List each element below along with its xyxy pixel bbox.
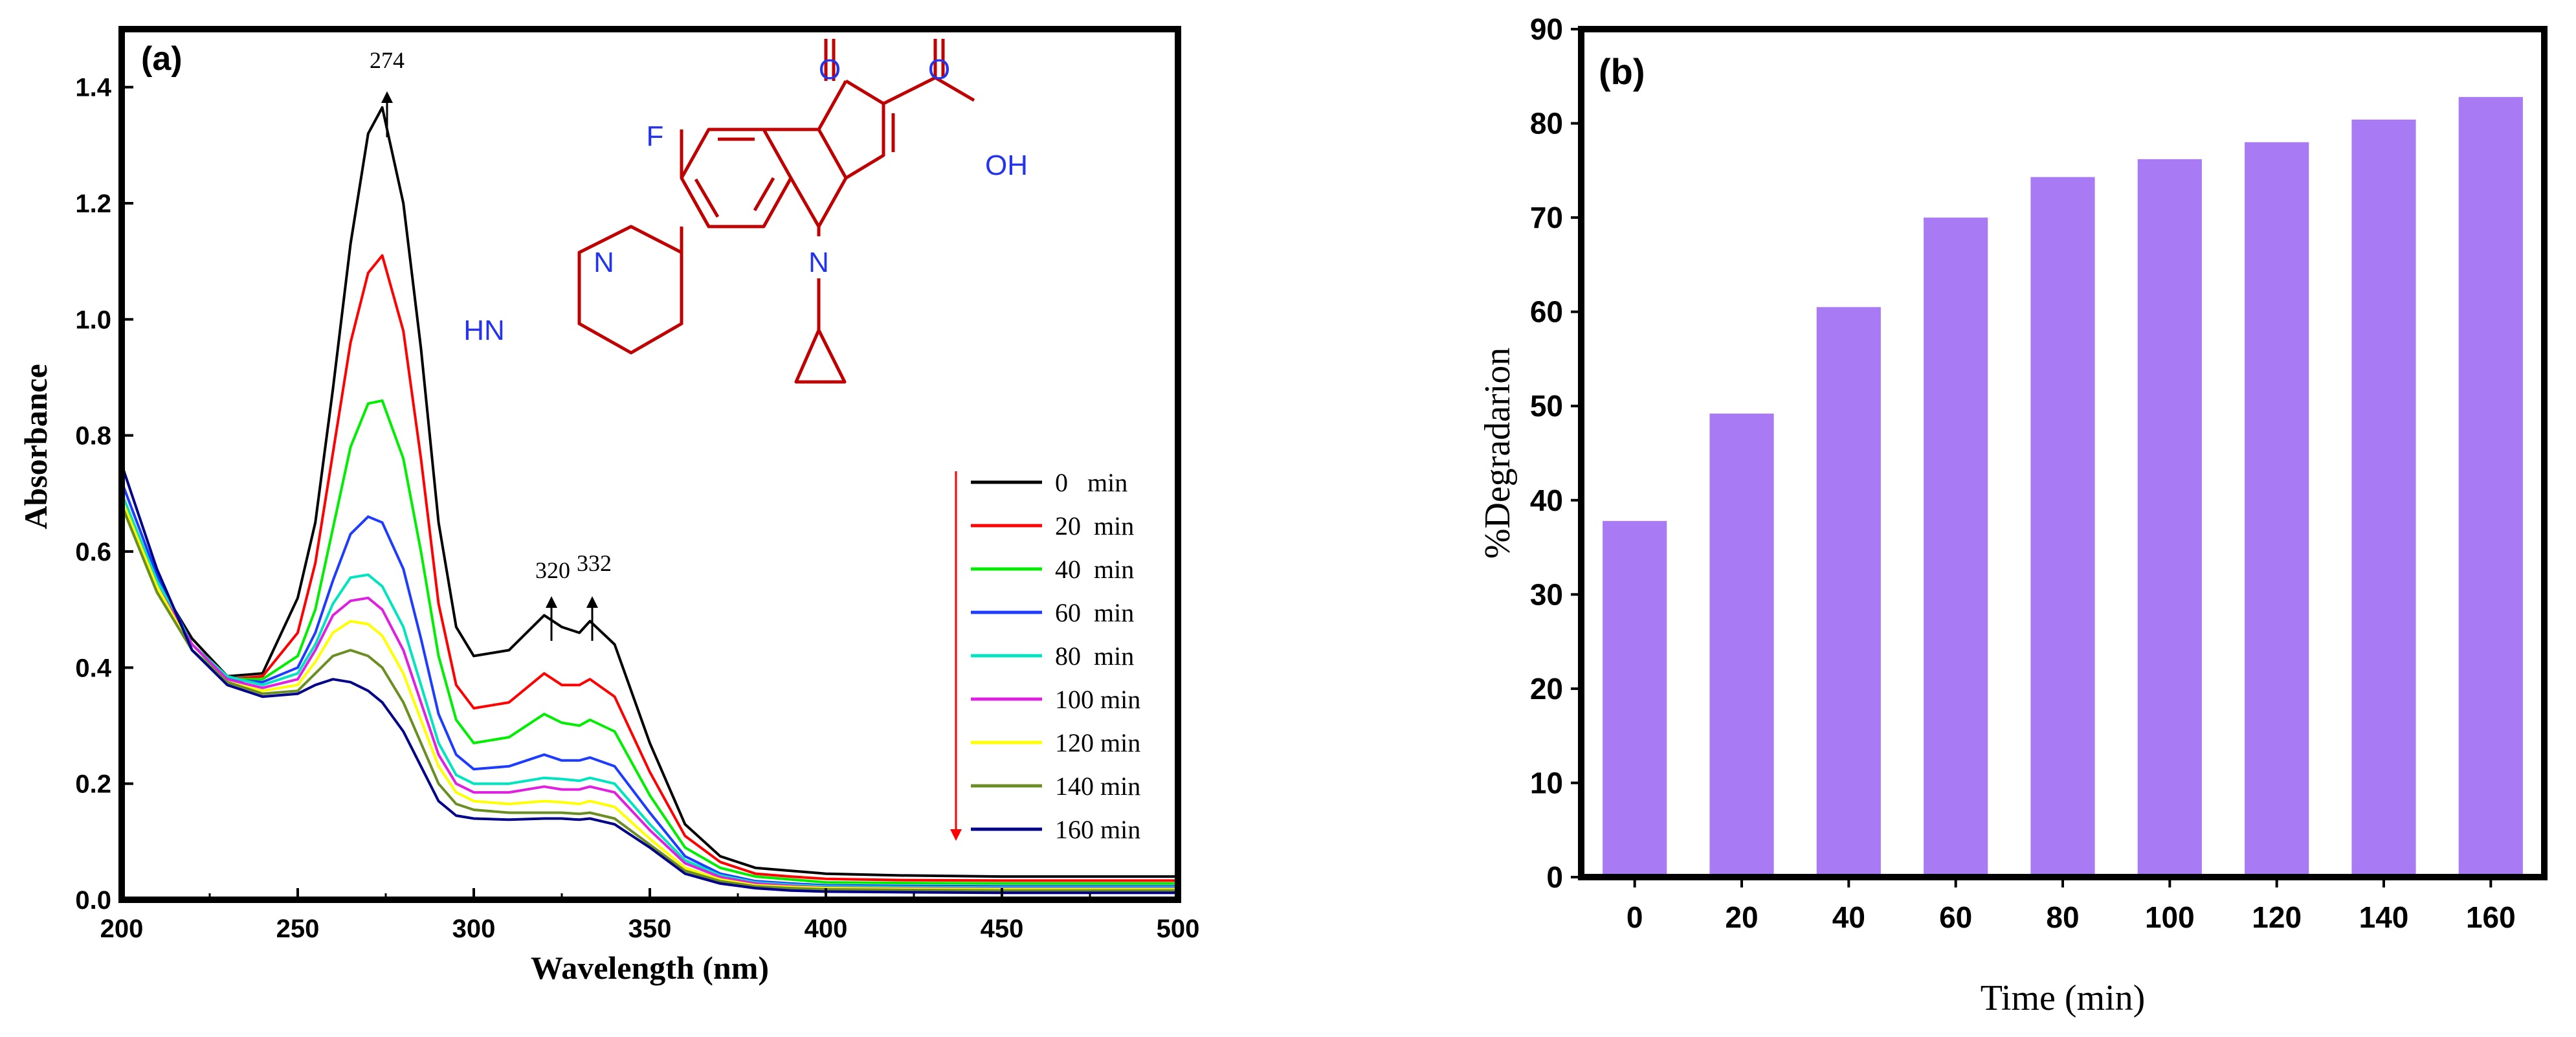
spectrum-line: [120, 504, 1178, 892]
spectrum-line: [120, 106, 1178, 878]
x-tick-label-b: 140: [2359, 900, 2409, 934]
y-tick-label-a: 0.0: [75, 886, 111, 915]
x-axis-label-b: Time (min): [1981, 978, 2146, 1018]
y-tick-label-a: 1.2: [75, 190, 111, 218]
peak-332-label: 332: [577, 550, 612, 576]
peak-annotations: 274 320 332: [370, 47, 612, 641]
spectrum-line: [120, 463, 1178, 895]
legend-label: 80 min: [1055, 641, 1134, 671]
atom-oh: OH: [985, 150, 1028, 181]
degradation-bar: [1709, 413, 1774, 877]
y-tick-label-a: 0.8: [75, 422, 111, 451]
atom-o-acid: O: [928, 54, 950, 85]
degradation-bars: [1603, 96, 2523, 878]
panel-a-axis-ticks: 200 250 300 350 400 450 500 0.0 0.2 0.4 0.6 0.8 1.0 1…: [75, 74, 1199, 943]
legend-label: 160 min: [1055, 815, 1140, 844]
degradation-bar: [2030, 177, 2095, 877]
peak-320-label: 320: [535, 557, 570, 583]
atom-hn: HN: [463, 315, 505, 346]
spectra-series-group: [120, 106, 1178, 895]
atom-f: F: [647, 120, 664, 152]
atom-o-ketone: O: [819, 54, 841, 85]
legend-label: 100 min: [1055, 685, 1140, 714]
spectrum-line: [120, 254, 1178, 882]
x-tick-label-a: 450: [981, 915, 1024, 943]
y-tick-label-a: 1.0: [75, 306, 111, 334]
x-axis-label-a: Wavelength (nm): [531, 950, 769, 986]
peak-274-label: 274: [370, 47, 405, 73]
x-tick-label-a: 500: [1157, 915, 1200, 943]
y-tick-label-a: 0.4: [75, 654, 111, 682]
y-tick-label-b: 70: [1530, 201, 1563, 234]
degradation-bar: [1603, 520, 1667, 877]
y-tick-label-a: 0.2: [75, 770, 111, 799]
panel-b-label: (b): [1599, 51, 1645, 92]
y-tick-label-a: 1.4: [75, 74, 111, 102]
x-tick-label-b: 80: [2046, 900, 2079, 934]
panel-b-degradation: 0 20 40 60 80 100 120 140 160 0 10 20 30 40 50 60 70 80 90…: [1478, 12, 2548, 1018]
legend-label: 40 min: [1055, 555, 1134, 584]
x-tick-label-b: 100: [2145, 900, 2195, 934]
x-tick-label-a: 350: [628, 915, 672, 943]
x-tick-label-b: 160: [2466, 900, 2516, 934]
x-tick-label-b: 20: [1725, 900, 1758, 934]
spectrum-line: [120, 399, 1178, 885]
legend-label: 0 min: [1055, 468, 1127, 497]
y-tick-label-b: 40: [1530, 484, 1563, 517]
y-tick-label-b: 20: [1530, 672, 1563, 706]
panel-a-frame: [118, 26, 1181, 903]
y-tick-label-b: 10: [1530, 766, 1563, 799]
y-tick-label-b: 60: [1530, 295, 1563, 329]
x-tick-label-b: 40: [1832, 900, 1865, 934]
x-tick-label-a: 250: [276, 915, 320, 943]
x-tick-label-b: 0: [1627, 900, 1643, 934]
y-tick-label-b: 50: [1530, 389, 1563, 423]
legend-label: 140 min: [1055, 772, 1140, 801]
x-tick-label-a: 400: [805, 915, 848, 943]
atom-n-piperazine: N: [594, 247, 614, 278]
y-tick-label-b: 80: [1530, 107, 1563, 140]
legend-label: 20 min: [1055, 511, 1134, 541]
y-tick-label-a: 0.6: [75, 538, 111, 566]
y-tick-label-b: 90: [1530, 12, 1563, 46]
x-tick-label-a: 300: [452, 915, 496, 943]
y-axis-label-b: %Degradarion: [1478, 348, 1518, 559]
degradation-bar: [2351, 119, 2416, 877]
legend-a: 0 min 20 min 40 min 60 min 80 min 100 min 120 …: [971, 468, 1140, 844]
panel-b-frame: [1578, 26, 2548, 880]
panel-a-spectra: 200 250 300 350 400 450 500 0.0 0.2 0.4 0.6 0.8 1.0 1…: [17, 26, 1199, 986]
y-tick-label-b: 30: [1530, 577, 1563, 611]
ciprofloxacin-structure: [577, 39, 975, 384]
x-tick-label-b: 60: [1939, 900, 1972, 934]
y-tick-label-b: 0: [1546, 860, 1563, 894]
degradation-bar: [2137, 159, 2202, 877]
legend-label: 120 min: [1055, 728, 1140, 757]
x-tick-label-b: 120: [2252, 900, 2302, 934]
atom-n-ring: N: [808, 247, 829, 278]
degradation-bar: [2245, 142, 2309, 878]
x-tick-label-a: 200: [100, 915, 144, 943]
panel-a-label: (a): [141, 40, 183, 78]
legend-label: 60 min: [1055, 598, 1134, 627]
degradation-bar: [1816, 307, 1881, 877]
panel-b-axis-ticks: 0 20 40 60 80 100 120 140 160 0 10 20 30 40 50 60 70 80 90: [1530, 12, 2516, 934]
degradation-bar: [1924, 217, 1988, 878]
y-axis-label-a: Absorbance: [17, 364, 54, 530]
degradation-bar: [2458, 96, 2523, 877]
